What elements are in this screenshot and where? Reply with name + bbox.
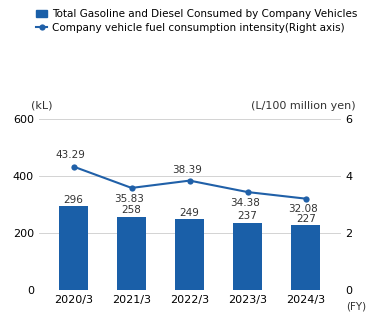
Legend: Total Gasoline and Diesel Consumed by Company Vehicles, Company vehicle fuel con: Total Gasoline and Diesel Consumed by Co… [32, 5, 361, 37]
Text: 258: 258 [122, 206, 142, 215]
Text: 43.29: 43.29 [56, 150, 86, 160]
Text: (FY): (FY) [346, 302, 366, 312]
Bar [117, 216, 146, 290]
Text: 38.39: 38.39 [172, 165, 202, 175]
Bar [175, 219, 204, 290]
Text: 227: 227 [296, 214, 316, 224]
Text: 35.83: 35.83 [114, 194, 144, 204]
Bar [291, 225, 320, 290]
Text: (L/100 million yen): (L/100 million yen) [252, 101, 356, 111]
Text: 237: 237 [238, 212, 258, 221]
Text: 296: 296 [63, 195, 84, 205]
Bar [233, 223, 262, 290]
Text: 32.08: 32.08 [288, 204, 318, 215]
Text: (kL): (kL) [31, 101, 53, 111]
Text: 249: 249 [180, 208, 200, 218]
Bar [59, 206, 88, 290]
Text: 34.38: 34.38 [230, 198, 260, 208]
